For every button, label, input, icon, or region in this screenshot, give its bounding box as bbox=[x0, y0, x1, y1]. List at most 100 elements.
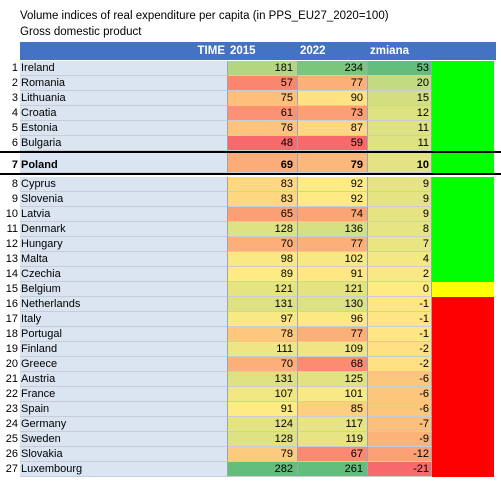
change-cell[interactable]: -1 bbox=[368, 312, 432, 327]
value-2022-cell[interactable]: 73 bbox=[298, 106, 368, 121]
header-change[interactable]: zmiana bbox=[368, 42, 432, 60]
change-cell[interactable]: -9 bbox=[368, 432, 432, 447]
value-2015-cell[interactable]: 97 bbox=[228, 312, 298, 327]
value-2022-cell[interactable]: 67 bbox=[298, 447, 368, 462]
country-cell[interactable]: Latvia bbox=[20, 207, 228, 222]
country-cell[interactable]: Luxembourg bbox=[20, 462, 228, 477]
table-row[interactable]: 2 Romania 57 77 20 bbox=[0, 76, 501, 91]
table-row[interactable]: 13 Malta 98 102 4 bbox=[0, 252, 501, 267]
change-cell[interactable]: 4 bbox=[368, 252, 432, 267]
value-2022-cell[interactable]: 125 bbox=[298, 372, 368, 387]
country-cell[interactable]: Lithuania bbox=[20, 91, 228, 106]
value-2015-cell[interactable]: 78 bbox=[228, 327, 298, 342]
country-cell[interactable]: Finland bbox=[20, 342, 228, 357]
table-row[interactable]: 26 Slovakia 79 67 -12 bbox=[0, 447, 501, 462]
value-2015-cell[interactable]: 76 bbox=[228, 121, 298, 136]
country-cell[interactable]: Slovakia bbox=[20, 447, 228, 462]
change-cell[interactable]: 8 bbox=[368, 222, 432, 237]
value-2015-cell[interactable]: 111 bbox=[228, 342, 298, 357]
country-cell[interactable]: Denmark bbox=[20, 222, 228, 237]
value-2022-cell[interactable]: 85 bbox=[298, 402, 368, 417]
table-row[interactable]: 20 Greece 70 68 -2 bbox=[0, 357, 501, 372]
value-2015-cell[interactable]: 121 bbox=[228, 282, 298, 297]
table-row[interactable]: 24 Germany 124 117 -7 bbox=[0, 417, 501, 432]
change-cell[interactable]: -2 bbox=[368, 342, 432, 357]
value-2022-cell[interactable]: 234 bbox=[298, 61, 368, 76]
table-row[interactable]: 15 Belgium 121 121 0 bbox=[0, 282, 501, 297]
value-2022-cell[interactable]: 96 bbox=[298, 312, 368, 327]
value-2022-cell[interactable]: 77 bbox=[298, 237, 368, 252]
table-row[interactable]: 23 Spain 91 85 -6 bbox=[0, 402, 501, 417]
value-2022-cell[interactable]: 136 bbox=[298, 222, 368, 237]
table-row[interactable]: 7 Poland 69 79 10 bbox=[0, 151, 501, 175]
value-2015-cell[interactable]: 57 bbox=[228, 76, 298, 91]
country-cell[interactable]: Spain bbox=[20, 402, 228, 417]
table-row[interactable]: 22 France 107 101 -6 bbox=[0, 387, 501, 402]
country-cell[interactable]: Sweden bbox=[20, 432, 228, 447]
change-cell[interactable]: 11 bbox=[368, 136, 432, 151]
change-cell[interactable]: -1 bbox=[368, 297, 432, 312]
value-2015-cell[interactable]: 48 bbox=[228, 136, 298, 151]
value-2015-cell[interactable]: 128 bbox=[228, 222, 298, 237]
header-2015[interactable]: 2015 bbox=[228, 42, 298, 60]
change-cell[interactable]: 9 bbox=[368, 207, 432, 222]
value-2015-cell[interactable]: 89 bbox=[228, 267, 298, 282]
value-2022-cell[interactable]: 102 bbox=[298, 252, 368, 267]
value-2022-cell[interactable]: 90 bbox=[298, 91, 368, 106]
value-2022-cell[interactable]: 92 bbox=[298, 192, 368, 207]
country-cell[interactable]: Greece bbox=[20, 357, 228, 372]
value-2015-cell[interactable]: 79 bbox=[228, 447, 298, 462]
country-cell[interactable]: France bbox=[20, 387, 228, 402]
value-2022-cell[interactable]: 91 bbox=[298, 267, 368, 282]
change-cell[interactable]: -12 bbox=[368, 447, 432, 462]
table-row[interactable]: 14 Czechia 89 91 2 bbox=[0, 267, 501, 282]
country-cell[interactable]: Estonia bbox=[20, 121, 228, 136]
change-cell[interactable]: -6 bbox=[368, 372, 432, 387]
value-2015-cell[interactable]: 75 bbox=[228, 91, 298, 106]
change-cell[interactable]: 15 bbox=[368, 91, 432, 106]
change-cell[interactable]: 20 bbox=[368, 76, 432, 91]
value-2015-cell[interactable]: 107 bbox=[228, 387, 298, 402]
country-cell[interactable]: Malta bbox=[20, 252, 228, 267]
value-2022-cell[interactable]: 74 bbox=[298, 207, 368, 222]
change-cell[interactable]: -21 bbox=[368, 462, 432, 477]
change-cell[interactable]: -7 bbox=[368, 417, 432, 432]
value-2015-cell[interactable]: 282 bbox=[228, 462, 298, 477]
value-2015-cell[interactable]: 83 bbox=[228, 177, 298, 192]
value-2022-cell[interactable]: 261 bbox=[298, 462, 368, 477]
table-row[interactable]: 3 Lithuania 75 90 15 bbox=[0, 91, 501, 106]
country-cell[interactable]: Hungary bbox=[20, 237, 228, 252]
value-2022-cell[interactable]: 117 bbox=[298, 417, 368, 432]
header-2022[interactable]: 2022 bbox=[298, 42, 368, 60]
country-cell[interactable]: Cyprus bbox=[20, 177, 228, 192]
change-cell[interactable]: -1 bbox=[368, 327, 432, 342]
table-row[interactable]: 5 Estonia 76 87 11 bbox=[0, 121, 501, 136]
table-row[interactable]: 6 Bulgaria 48 59 11 bbox=[0, 136, 501, 151]
table-row[interactable]: 10 Latvia 65 74 9 bbox=[0, 207, 501, 222]
country-cell[interactable]: Austria bbox=[20, 372, 228, 387]
value-2015-cell[interactable]: 61 bbox=[228, 106, 298, 121]
value-2022-cell[interactable]: 92 bbox=[298, 177, 368, 192]
country-cell[interactable]: Poland bbox=[20, 153, 228, 173]
table-row[interactable]: 4 Croatia 61 73 12 bbox=[0, 106, 501, 121]
change-cell[interactable]: 0 bbox=[368, 282, 432, 297]
change-cell[interactable]: -2 bbox=[368, 357, 432, 372]
value-2015-cell[interactable]: 65 bbox=[228, 207, 298, 222]
country-cell[interactable]: Germany bbox=[20, 417, 228, 432]
value-2022-cell[interactable]: 109 bbox=[298, 342, 368, 357]
country-cell[interactable]: Portugal bbox=[20, 327, 228, 342]
value-2022-cell[interactable]: 101 bbox=[298, 387, 368, 402]
country-cell[interactable]: Ireland bbox=[20, 61, 228, 76]
value-2022-cell[interactable]: 77 bbox=[298, 76, 368, 91]
table-row[interactable]: 12 Hungary 70 77 7 bbox=[0, 237, 501, 252]
change-cell[interactable]: 10 bbox=[368, 153, 432, 173]
value-2015-cell[interactable]: 124 bbox=[228, 417, 298, 432]
value-2022-cell[interactable]: 121 bbox=[298, 282, 368, 297]
table-row[interactable]: 18 Portugal 78 77 -1 bbox=[0, 327, 501, 342]
value-2015-cell[interactable]: 128 bbox=[228, 432, 298, 447]
change-cell[interactable]: 12 bbox=[368, 106, 432, 121]
value-2015-cell[interactable]: 98 bbox=[228, 252, 298, 267]
value-2022-cell[interactable]: 77 bbox=[298, 327, 368, 342]
value-2015-cell[interactable]: 131 bbox=[228, 297, 298, 312]
table-row[interactable]: 9 Slovenia 83 92 9 bbox=[0, 192, 501, 207]
